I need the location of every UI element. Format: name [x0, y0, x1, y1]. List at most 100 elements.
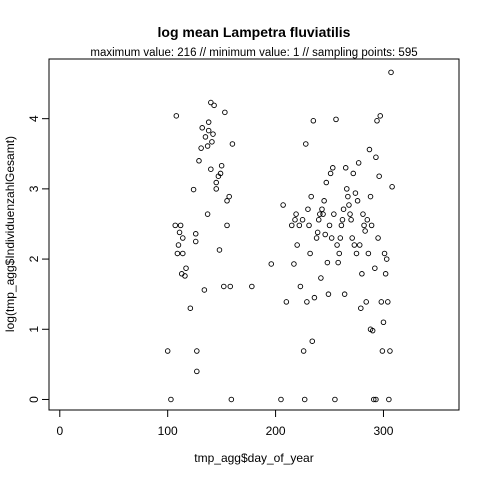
data-point: [202, 134, 209, 140]
data-point: [172, 222, 178, 229]
data-point: [349, 235, 355, 241]
data-point: [224, 198, 230, 204]
data-point: [385, 299, 391, 305]
data-point: [299, 217, 306, 223]
data-point: [339, 217, 346, 223]
data-point: [278, 396, 284, 403]
data-point: [336, 250, 342, 257]
data-point: [164, 348, 171, 354]
data-point: [280, 202, 286, 208]
data-point: [283, 299, 290, 305]
data-point: [177, 222, 184, 229]
data-point: [294, 242, 300, 248]
data-point: [365, 250, 372, 257]
data-point: [208, 166, 214, 172]
data-point: [380, 319, 387, 326]
data-point: [198, 145, 204, 151]
data-point: [213, 186, 219, 192]
data-point: [192, 238, 199, 245]
data-point: [355, 160, 362, 166]
data-point: [305, 206, 311, 212]
data-point: [310, 118, 317, 124]
x-tick-label: 100: [158, 424, 178, 438]
data-point: [368, 222, 375, 229]
data-point: [372, 265, 378, 271]
data-point: [389, 184, 395, 190]
data-point: [296, 222, 303, 229]
data-point: [293, 211, 299, 217]
data-point: [213, 179, 219, 186]
data-point: [307, 250, 313, 257]
data-point: [204, 143, 211, 149]
data-point: [324, 259, 331, 266]
data-point: [291, 261, 297, 267]
data-point: [320, 211, 326, 217]
data-point: [303, 141, 309, 147]
data-point: [300, 348, 307, 354]
data-point: [367, 193, 374, 200]
data-point: [358, 305, 364, 311]
data-point: [366, 146, 373, 153]
data-point: [309, 338, 316, 344]
data-point: [210, 131, 216, 137]
data-point: [205, 119, 212, 125]
data-point: [292, 217, 298, 223]
data-point: [211, 102, 217, 109]
y-tick-label: 0: [27, 396, 41, 403]
data-point: [340, 206, 347, 212]
data-point: [180, 250, 186, 257]
data-point: [353, 250, 360, 257]
data-point: [249, 283, 255, 290]
data-points: [164, 69, 395, 403]
data-point: [313, 235, 320, 241]
data-point: [229, 141, 236, 147]
data-point: [332, 396, 338, 403]
y-axis: 0 1 2 3 4: [27, 115, 50, 403]
chart-title: log mean Lampetra fluviatilis: [158, 24, 351, 40]
data-point: [376, 173, 382, 179]
data-point: [363, 299, 369, 305]
data-point: [192, 231, 199, 237]
data-point: [382, 271, 389, 277]
data-point: [301, 396, 308, 403]
data-point: [351, 242, 358, 248]
data-point: [176, 229, 183, 236]
data-point: [218, 162, 225, 169]
data-point: [356, 242, 363, 248]
data-point: [173, 113, 180, 119]
data-point: [352, 190, 359, 196]
data-point: [342, 165, 349, 171]
data-point: [205, 127, 212, 134]
data-point: [362, 228, 368, 234]
data-point: [204, 211, 211, 217]
data-point: [201, 287, 208, 293]
data-point: [386, 396, 392, 403]
x-axis-label: tmp_agg$day_of_year: [194, 451, 313, 465]
data-point: [341, 291, 348, 297]
data-point: [335, 259, 341, 266]
data-point: [208, 99, 214, 106]
data-point: [325, 291, 332, 297]
data-point: [308, 193, 314, 200]
data-point: [374, 118, 380, 124]
data-point: [327, 170, 334, 177]
data-point: [175, 242, 182, 248]
data-point: [379, 348, 386, 354]
x-tick-label: 0: [56, 424, 63, 438]
x-tick-label: 300: [373, 424, 393, 438]
data-point: [383, 256, 390, 262]
data-point: [217, 170, 224, 177]
data-point: [373, 154, 379, 161]
data-point: [326, 222, 333, 229]
data-point: [209, 139, 215, 145]
data-point: [194, 348, 200, 354]
data-point: [369, 327, 376, 334]
y-axis-label: log(tmp_agg$IndividuenzahlGesamt): [3, 136, 17, 332]
data-point: [190, 186, 197, 193]
x-tick-label: 200: [266, 424, 286, 438]
data-point: [268, 261, 275, 267]
data-point: [345, 193, 351, 200]
data-point: [364, 217, 371, 223]
data-point: [381, 250, 388, 257]
